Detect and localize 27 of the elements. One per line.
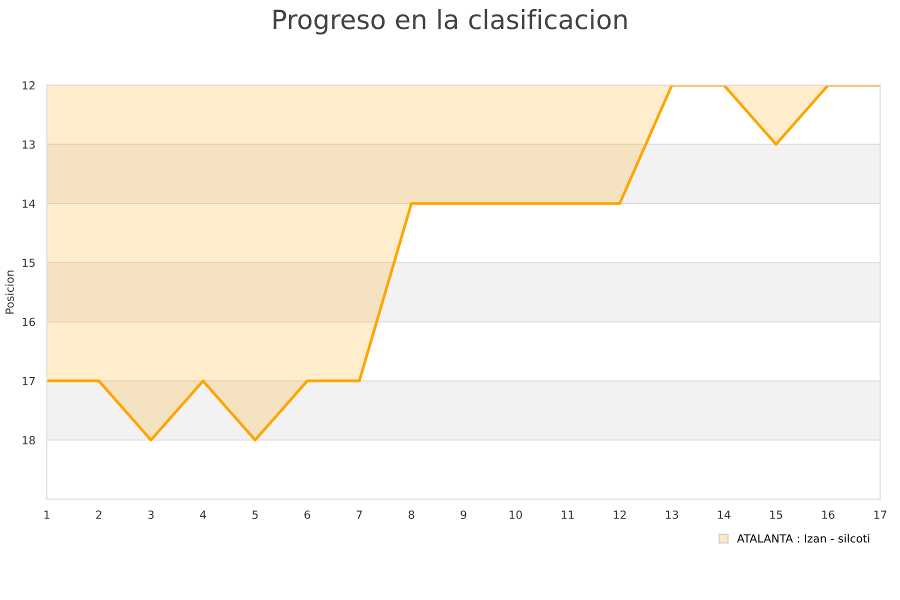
y-tick-label: 18 <box>22 436 35 444</box>
legend-label: ATALANTA : Izan - silcoti <box>736 534 870 543</box>
x-tick-label: 13 <box>666 510 678 519</box>
x-tick-label: 11 <box>562 510 574 519</box>
y-tick-label: 14 <box>22 200 36 208</box>
x-tick-label: 12 <box>614 510 626 519</box>
x-tick-label: 14 <box>718 510 730 519</box>
x-tick-label: 5 <box>252 510 258 519</box>
x-tick-label: 2 <box>96 510 102 519</box>
x-tick-label: 3 <box>148 510 154 519</box>
x-tick-label: 16 <box>822 510 834 519</box>
y-tick-label: 17 <box>22 377 35 386</box>
y-axis-title: Posicion <box>5 270 14 314</box>
x-tick-label: 8 <box>408 510 414 519</box>
x-tick-label: 17 <box>874 510 886 519</box>
x-tick-label: 6 <box>304 510 310 519</box>
x-tick-label: 4 <box>200 510 206 519</box>
y-tick-label: 12 <box>22 81 35 90</box>
x-tick-label: 1 <box>44 510 50 519</box>
y-tick-label: 15 <box>22 258 35 268</box>
x-tick-label: 15 <box>770 510 782 519</box>
y-tick-label: 16 <box>22 318 35 326</box>
chart-title: Progreso en la clasificacion <box>274 9 627 35</box>
x-tick-label: 9 <box>460 510 466 519</box>
x-tick-label: 7 <box>356 510 362 519</box>
y-tick-label: 13 <box>22 140 35 149</box>
x-tick-label: 10 <box>510 510 522 519</box>
